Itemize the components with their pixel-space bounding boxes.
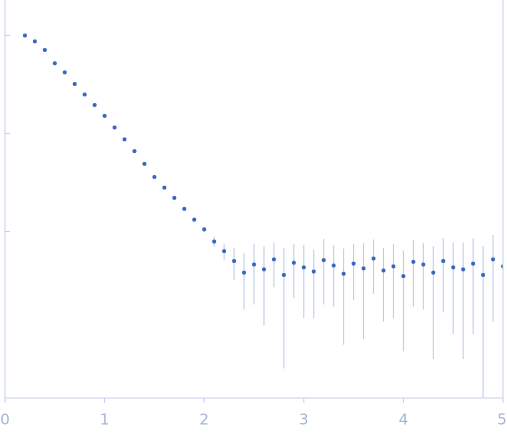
point bbox=[331, 263, 336, 268]
point bbox=[132, 149, 137, 154]
point bbox=[261, 267, 266, 272]
point bbox=[271, 257, 276, 262]
point bbox=[351, 261, 356, 266]
point bbox=[371, 256, 376, 261]
point bbox=[102, 113, 107, 118]
x-tick-label: 5 bbox=[497, 411, 507, 429]
point bbox=[291, 260, 296, 265]
point bbox=[311, 269, 316, 274]
point bbox=[152, 174, 157, 179]
x-tick-label: 2 bbox=[199, 411, 209, 429]
point bbox=[22, 33, 27, 38]
point bbox=[391, 264, 396, 269]
x-tick-label: 1 bbox=[100, 411, 110, 429]
point bbox=[72, 81, 77, 86]
point bbox=[122, 137, 127, 142]
point bbox=[142, 161, 147, 166]
point bbox=[421, 262, 426, 267]
x-tick-label: 0 bbox=[0, 411, 10, 429]
point bbox=[411, 259, 416, 264]
point bbox=[401, 274, 406, 279]
points bbox=[22, 33, 503, 279]
point bbox=[162, 185, 167, 190]
point bbox=[92, 103, 97, 108]
x-tick-label: 4 bbox=[399, 411, 409, 429]
point bbox=[62, 70, 67, 75]
point bbox=[361, 266, 366, 271]
point bbox=[202, 227, 207, 232]
point bbox=[471, 261, 476, 266]
point bbox=[172, 195, 177, 200]
point bbox=[32, 39, 37, 44]
x-tick-label: 3 bbox=[299, 411, 309, 429]
error-bars bbox=[24, 35, 503, 398]
point bbox=[461, 267, 466, 272]
point bbox=[192, 217, 197, 222]
point bbox=[52, 61, 57, 66]
point bbox=[42, 48, 47, 53]
point bbox=[301, 265, 306, 270]
point bbox=[481, 272, 486, 277]
point bbox=[252, 262, 256, 267]
point bbox=[242, 270, 247, 275]
point bbox=[112, 125, 117, 130]
point bbox=[491, 257, 496, 262]
point bbox=[341, 271, 346, 276]
point bbox=[441, 258, 446, 263]
point bbox=[82, 92, 87, 97]
point bbox=[431, 270, 436, 275]
point bbox=[381, 268, 386, 273]
point bbox=[232, 258, 237, 263]
point bbox=[451, 265, 456, 270]
point bbox=[222, 249, 227, 254]
point bbox=[281, 272, 286, 277]
point bbox=[182, 206, 187, 211]
point bbox=[321, 258, 326, 263]
point bbox=[212, 239, 217, 244]
